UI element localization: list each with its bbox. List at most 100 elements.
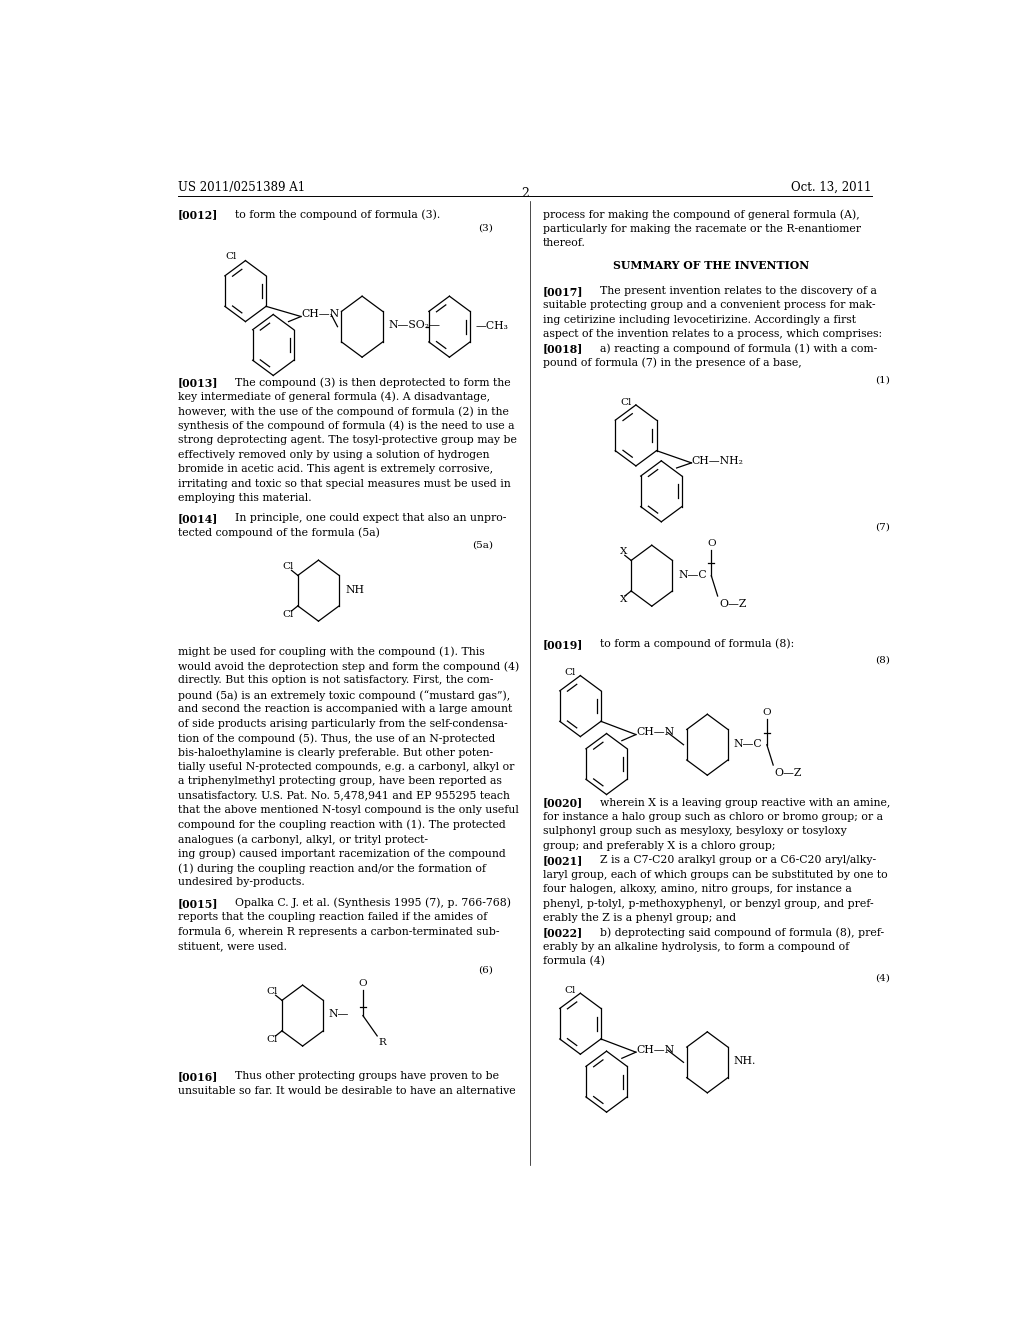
Text: unsuitable so far. It would be desirable to have an alternative: unsuitable so far. It would be desirable… [178,1086,516,1096]
Text: Z is a C7-C20 aralkyl group or a C6-C20 aryl/alky-: Z is a C7-C20 aralkyl group or a C6-C20 … [600,855,877,866]
Text: (8): (8) [874,656,890,665]
Text: of side products arising particularly from the self-condensa-: of side products arising particularly fr… [178,718,508,729]
Text: Cl: Cl [283,562,294,572]
Text: process for making the compound of general formula (A),: process for making the compound of gener… [543,210,860,220]
Text: four halogen, alkoxy, amino, nitro groups, for instance a: four halogen, alkoxy, amino, nitro group… [543,884,852,894]
Text: Opalka C. J. et al. (Synthesis 1995 (7), p. 766-768): Opalka C. J. et al. (Synthesis 1995 (7),… [236,898,511,908]
Text: CH—N: CH—N [636,727,674,738]
Text: tion of the compound (5). Thus, the use of an N-protected: tion of the compound (5). Thus, the use … [178,733,496,743]
Text: employing this material.: employing this material. [178,492,311,503]
Text: stituent, were used.: stituent, were used. [178,941,287,950]
Text: Oct. 13, 2011: Oct. 13, 2011 [792,181,871,194]
Text: irritating and toxic so that special measures must be used in: irritating and toxic so that special mea… [178,479,511,488]
Text: erably the Z is a phenyl group; and: erably the Z is a phenyl group; and [543,913,736,923]
Text: SUMMARY OF THE INVENTION: SUMMARY OF THE INVENTION [613,260,809,271]
Text: X: X [620,595,627,605]
Text: suitable protecting group and a convenient process for mak-: suitable protecting group and a convenie… [543,300,876,310]
Text: wherein X is a leaving group reactive with an amine,: wherein X is a leaving group reactive wi… [600,797,891,808]
Text: Cl: Cl [564,986,575,995]
Text: [0020]: [0020] [543,797,584,809]
Text: synthesis of the compound of formula (4) is the need to use a: synthesis of the compound of formula (4)… [178,421,514,432]
Text: phenyl, p-tolyl, p-methoxyphenyl, or benzyl group, and pref-: phenyl, p-tolyl, p-methoxyphenyl, or ben… [543,899,873,908]
Text: R: R [379,1038,386,1047]
Text: thereof.: thereof. [543,238,586,248]
Text: Cl: Cl [620,397,632,407]
Text: Cl: Cl [225,252,237,261]
Text: particularly for making the racemate or the R-enantiomer: particularly for making the racemate or … [543,223,861,234]
Text: to form the compound of formula (3).: to form the compound of formula (3). [236,210,440,220]
Text: The present invention relates to the discovery of a: The present invention relates to the dis… [600,285,878,296]
Text: tially useful N-protected compounds, e.g. a carbonyl, alkyl or: tially useful N-protected compounds, e.g… [178,762,514,772]
Text: Cl: Cl [266,987,278,997]
Text: The compound (3) is then deprotected to form the: The compound (3) is then deprotected to … [236,378,511,388]
Text: Thus other protecting groups have proven to be: Thus other protecting groups have proven… [236,1072,499,1081]
Text: [0017]: [0017] [543,285,584,297]
Text: (1) during the coupling reaction and/or the formation of: (1) during the coupling reaction and/or … [178,863,486,874]
Text: and second the reaction is accompanied with a large amount: and second the reaction is accompanied w… [178,705,512,714]
Text: pound of formula (7) in the presence of a base,: pound of formula (7) in the presence of … [543,358,802,368]
Text: CH—NH₂: CH—NH₂ [691,455,743,466]
Text: (7): (7) [874,523,890,532]
Text: sulphonyl group such as mesyloxy, besyloxy or tosyloxy: sulphonyl group such as mesyloxy, besylo… [543,826,847,837]
Text: X: X [620,548,627,557]
Text: Cl: Cl [266,1035,278,1044]
Text: O—Z: O—Z [775,768,802,777]
Text: bis-haloethylamine is clearly preferable. But other poten-: bis-haloethylamine is clearly preferable… [178,747,494,758]
Text: [0015]: [0015] [178,898,218,908]
Text: NH.: NH. [733,1056,756,1067]
Text: N—C: N—C [733,739,762,748]
Text: tected compound of the formula (5a): tected compound of the formula (5a) [178,528,380,539]
Text: might be used for coupling with the compound (1). This: might be used for coupling with the comp… [178,647,484,657]
Text: NH: NH [345,585,365,594]
Text: to form a compound of formula (8):: to form a compound of formula (8): [600,639,795,649]
Text: laryl group, each of which groups can be substituted by one to: laryl group, each of which groups can be… [543,870,888,879]
Text: In principle, one could expect that also an unpro-: In principle, one could expect that also… [236,513,507,523]
Text: [0014]: [0014] [178,513,218,524]
Text: b) deprotecting said compound of formula (8), pref-: b) deprotecting said compound of formula… [600,928,885,939]
Text: N—C: N—C [678,570,707,579]
Text: [0018]: [0018] [543,343,584,355]
Text: (3): (3) [478,223,494,232]
Text: O: O [763,709,771,717]
Text: directly. But this option is not satisfactory. First, the com-: directly. But this option is not satisfa… [178,676,494,685]
Text: [0012]: [0012] [178,210,218,220]
Text: unsatisfactory. U.S. Pat. No. 5,478,941 and EP 955295 teach: unsatisfactory. U.S. Pat. No. 5,478,941 … [178,791,510,801]
Text: formula 6, wherein R represents a carbon-terminated sub-: formula 6, wherein R represents a carbon… [178,927,500,937]
Text: [0016]: [0016] [178,1072,218,1082]
Text: formula (4): formula (4) [543,956,605,966]
Text: [0019]: [0019] [543,639,584,649]
Text: would avoid the deprotection step and form the compound (4): would avoid the deprotection step and fo… [178,661,519,672]
Text: analogues (a carbonyl, alkyl, or trityl protect-: analogues (a carbonyl, alkyl, or trityl … [178,834,428,845]
Text: effectively removed only by using a solution of hydrogen: effectively removed only by using a solu… [178,450,489,459]
Text: US 2011/0251389 A1: US 2011/0251389 A1 [178,181,305,194]
Text: strong deprotecting agent. The tosyl-protective group may be: strong deprotecting agent. The tosyl-pro… [178,436,517,445]
Text: [0013]: [0013] [178,378,218,388]
Text: O—Z: O—Z [719,599,746,609]
Text: —CH₃: —CH₃ [475,321,509,330]
Text: N—: N— [329,1010,349,1019]
Text: N—SO₂—: N—SO₂— [388,319,440,330]
Text: ing group) caused important racemization of the compound: ing group) caused important racemization… [178,849,506,859]
Text: group; and preferably X is a chloro group;: group; and preferably X is a chloro grou… [543,841,775,851]
Text: O: O [707,540,716,548]
Text: [0022]: [0022] [543,928,584,939]
Text: aspect of the invention relates to a process, which comprises:: aspect of the invention relates to a pro… [543,329,883,339]
Text: compound for the coupling reaction with (1). The protected: compound for the coupling reaction with … [178,820,506,830]
Text: O: O [358,979,368,989]
Text: ing cetirizine including levocetirizine. Accordingly a first: ing cetirizine including levocetirizine.… [543,314,856,325]
Text: (1): (1) [874,375,890,384]
Text: bromide in acetic acid. This agent is extremely corrosive,: bromide in acetic acid. This agent is ex… [178,465,494,474]
Text: pound (5a) is an extremely toxic compound (“mustard gas”),: pound (5a) is an extremely toxic compoun… [178,690,510,701]
Text: 2: 2 [521,187,528,199]
Text: [0021]: [0021] [543,855,584,866]
Text: a) reacting a compound of formula (1) with a com-: a) reacting a compound of formula (1) wi… [600,343,878,354]
Text: (6): (6) [478,965,494,974]
Text: key intermediate of general formula (4). A disadvantage,: key intermediate of general formula (4).… [178,392,490,403]
Text: erably by an alkaline hydrolysis, to form a compound of: erably by an alkaline hydrolysis, to for… [543,942,849,952]
Text: for instance a halo group such as chloro or bromo group; or a: for instance a halo group such as chloro… [543,812,883,822]
Text: undesired by-products.: undesired by-products. [178,878,305,887]
Text: a triphenylmethyl protecting group, have been reported as: a triphenylmethyl protecting group, have… [178,776,502,787]
Text: that the above mentioned N-tosyl compound is the only useful: that the above mentioned N-tosyl compoun… [178,805,519,816]
Text: however, with the use of the compound of formula (2) in the: however, with the use of the compound of… [178,407,509,417]
Text: Cl: Cl [283,610,294,619]
